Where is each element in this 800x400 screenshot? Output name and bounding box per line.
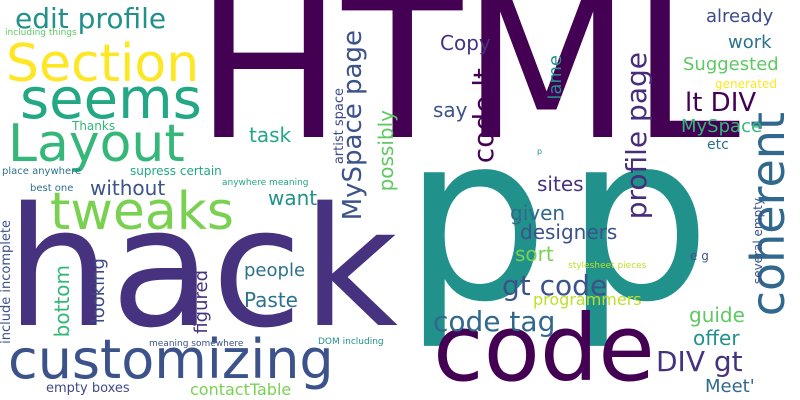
cloud-word: bottom	[50, 265, 74, 338]
cloud-word: without	[90, 176, 166, 200]
cloud-word: guide	[689, 303, 745, 327]
cloud-word: Paste	[244, 288, 298, 312]
cloud-word: code	[433, 295, 655, 400]
cloud-word: Suggested	[683, 54, 779, 75]
cloud-word: programmers	[533, 290, 642, 309]
cloud-word: HTML	[195, 0, 741, 184]
cloud-word: lame	[545, 55, 566, 100]
cloud-word: code tag	[433, 305, 556, 338]
cloud-word: Thanks	[72, 119, 116, 133]
cloud-word: task	[249, 123, 292, 147]
cloud-word: given	[510, 201, 566, 225]
cloud-word: Section	[6, 34, 200, 94]
cloud-word: p	[537, 147, 543, 156]
cloud-word: empty boxes	[46, 381, 130, 396]
cloud-word: artist space	[332, 88, 347, 165]
cloud-word: customizing	[8, 328, 334, 391]
cloud-word: anywhere meaning	[222, 178, 309, 188]
cloud-word: work	[728, 32, 772, 53]
cloud-word: profile page	[620, 52, 653, 220]
cloud-word: place anywhere	[2, 166, 82, 177]
cloud-word: designers	[520, 220, 618, 244]
cloud-word: MySpace	[681, 116, 763, 137]
cloud-word: gt code	[502, 269, 608, 302]
cloud-word: Meet'	[705, 376, 755, 397]
cloud-word: looking	[88, 258, 109, 324]
cloud-word: code lt	[467, 68, 500, 164]
cloud-word: DIV gt	[656, 345, 743, 378]
cloud-word: including things	[5, 28, 77, 38]
cloud-word: sites	[537, 172, 584, 196]
cloud-word: people	[244, 260, 306, 281]
cloud-word: offer	[693, 326, 740, 350]
cloud-word: hack	[6, 172, 398, 364]
cloud-word: etc	[707, 137, 729, 153]
cloud-word: contactTable	[190, 380, 292, 399]
cloud-word: several empty	[751, 198, 765, 285]
cloud-word: edit profile	[15, 2, 167, 35]
cloud-word: want	[268, 186, 318, 210]
cloud-word: lt DIV	[685, 88, 757, 118]
cloud-word: DOM including	[318, 337, 384, 347]
cloud-word: p	[403, 86, 549, 353]
cloud-word: sort	[515, 242, 554, 266]
cloud-word: generated	[715, 77, 777, 91]
cloud-word: meaning somewhere	[149, 339, 244, 349]
cloud-word: Layout	[8, 114, 185, 174]
cloud-word: e g	[690, 249, 709, 263]
cloud-word: stylesheet pieces	[568, 261, 647, 271]
cloud-word: tweaks	[50, 182, 234, 242]
cloud-word: include incomplete	[0, 220, 14, 344]
cloud-word: best one	[30, 183, 74, 194]
cloud-word: seems	[20, 67, 202, 132]
cloud-word: figured	[191, 270, 212, 334]
cloud-word: say	[433, 98, 468, 122]
cloud-word: already	[706, 6, 774, 27]
cloud-word: supress certain	[130, 164, 222, 178]
cloud-word: p	[565, 86, 711, 353]
cloud-word: Copy	[440, 31, 491, 55]
cloud-word: possibly	[374, 110, 398, 192]
